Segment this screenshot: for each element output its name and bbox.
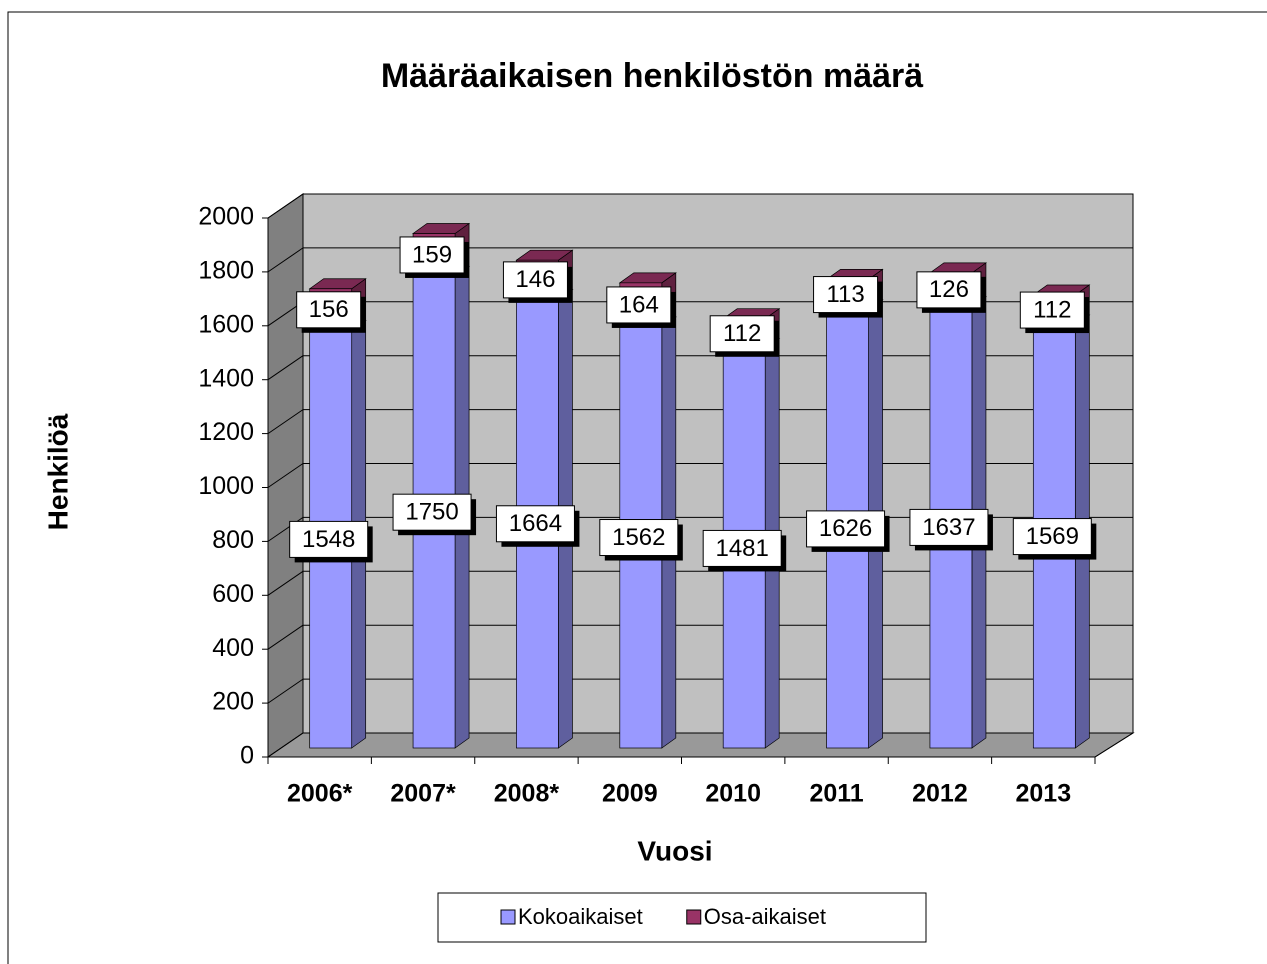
chart-title: Määräaikaisen henkilöstön määrä (381, 57, 923, 95)
data-label-box (606, 286, 672, 324)
data-label: 126 (929, 276, 969, 303)
side-grid-line (267, 463, 304, 488)
legend-label: Kokoaikaiset (518, 904, 643, 929)
y-tick-label: 800 (212, 526, 254, 554)
data-label-box (392, 493, 472, 531)
data-label: 1481 (715, 535, 768, 562)
side-grid-line (267, 570, 304, 596)
y-tick-label: 0 (240, 742, 254, 770)
y-tick-label: 1800 (198, 257, 254, 285)
y-tick-label: 1200 (198, 418, 254, 446)
data-label-box (599, 519, 679, 557)
side-grid-line (267, 678, 304, 704)
x-tick-label: 2012 (912, 780, 968, 808)
data-label: 1637 (922, 514, 975, 541)
data-label-box (495, 505, 575, 543)
side-grid-line (267, 624, 304, 650)
legend-label: Osa-aikaiset (704, 904, 826, 929)
data-label: 156 (309, 296, 349, 323)
x-tick-label: 2008* (494, 780, 560, 808)
x-axis-depth (1094, 732, 1134, 758)
data-label-box (296, 291, 362, 329)
data-label-box (806, 510, 886, 548)
data-label-box (1019, 291, 1085, 329)
y-tick-label: 600 (212, 580, 254, 608)
data-label: 1569 (1026, 523, 1079, 550)
data-label: 159 (412, 241, 452, 268)
side-grid-line (267, 193, 304, 219)
x-tick-label: 2011 (809, 780, 863, 808)
data-label-box (702, 529, 782, 567)
data-label: 1626 (819, 515, 872, 542)
x-tick-label: 2009 (602, 780, 658, 808)
floor (266, 732, 1135, 758)
data-label-box (1012, 518, 1092, 556)
legend-swatch (500, 909, 516, 925)
data-label: 146 (515, 266, 555, 293)
data-label: 1548 (302, 526, 355, 553)
data-label: 1750 (405, 499, 458, 526)
legend-box (437, 892, 927, 943)
x-tick-label: 2006* (287, 780, 353, 808)
x-tick-label: 2010 (705, 780, 761, 808)
data-label-box (916, 271, 982, 309)
y-tick-label: 1000 (198, 472, 254, 500)
x-tick-label: 2013 (1016, 780, 1072, 808)
data-label-box (709, 315, 775, 353)
side-grid-line (267, 355, 304, 381)
y-tick-label: 200 (212, 688, 254, 716)
data-label: 112 (723, 320, 761, 347)
y-tick-label: 1600 (198, 310, 254, 338)
data-label-box (399, 236, 465, 274)
data-label-box (909, 508, 989, 546)
side-grid-line (267, 409, 304, 435)
data-label: 1664 (509, 510, 562, 537)
data-label: 1562 (612, 524, 665, 551)
side-grid-line (267, 732, 304, 758)
x-axis-title: Vuosi (637, 835, 712, 866)
data-label-box (289, 520, 369, 558)
y-tick-label: 2000 (198, 203, 254, 231)
y-tick-label: 1400 (198, 364, 254, 392)
data-label-box (502, 261, 568, 299)
data-label-box (813, 276, 879, 314)
legend-swatch (686, 909, 702, 925)
y-axis-title: Henkilöä (42, 413, 73, 530)
data-label: 112 (1033, 296, 1071, 323)
x-tick-label: 2007* (390, 780, 456, 808)
side-grid-line (267, 247, 304, 273)
data-label: 164 (619, 291, 659, 318)
y-tick-label: 400 (212, 634, 254, 662)
data-label: 113 (826, 281, 864, 308)
